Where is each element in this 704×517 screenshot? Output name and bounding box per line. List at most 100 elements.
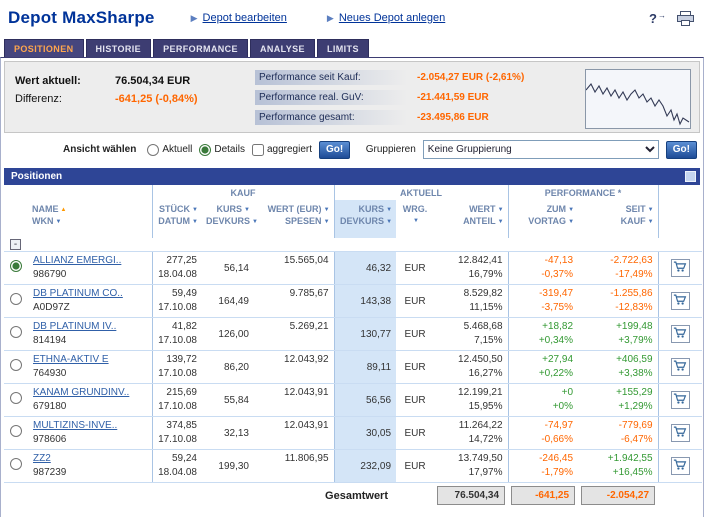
- vortag-value: +27,94: [542, 353, 574, 365]
- table-row: ETHNA-AKTIV E 764930 139,72 17.10.08 86,…: [4, 350, 703, 384]
- sort-vortag-header[interactable]: VORTAG: [513, 216, 575, 228]
- tab-historie[interactable]: HISTORIE: [85, 39, 152, 57]
- sort-kurs-kauf-header[interactable]: KURS: [206, 204, 250, 216]
- currency-value: EUR: [404, 361, 426, 373]
- sort-anteil-header[interactable]: ANTEIL: [438, 216, 504, 228]
- seit-kauf-value: +199,48: [616, 320, 653, 332]
- positions-table: KAUF AKTUELL PERFORMANCE * NAME WKN STÜC…: [4, 185, 703, 509]
- gruppieren-select[interactable]: Keine Gruppierung: [422, 140, 659, 159]
- position-name-link[interactable]: MULTIZINS-INVE..: [33, 419, 118, 431]
- seit-kauf-value: -1.255,86: [610, 287, 653, 299]
- radio-details[interactable]: [199, 143, 212, 156]
- position-wkn: A0D97Z: [33, 301, 70, 313]
- tab-positionen[interactable]: POSITIONEN: [4, 39, 84, 57]
- gruppieren-go-button[interactable]: Go!: [665, 140, 697, 159]
- aggregiert-checkbox[interactable]: [251, 143, 264, 156]
- row-select-radio[interactable]: [10, 392, 22, 404]
- sort-seit-kauf-header[interactable]: SEIT: [582, 204, 654, 216]
- cart-icon: [674, 459, 687, 470]
- print-icon[interactable]: [677, 10, 694, 26]
- tab-performance[interactable]: PERFORMANCE: [153, 39, 248, 57]
- row-select-radio[interactable]: [10, 425, 22, 437]
- currency-value: EUR: [404, 295, 426, 307]
- trade-cart-button[interactable]: [670, 259, 690, 277]
- anteil-value: 16,79%: [468, 268, 503, 280]
- sort-name-header[interactable]: NAME: [32, 204, 148, 216]
- trade-cart-button[interactable]: [670, 325, 690, 343]
- stueck-value: 59,24: [171, 452, 197, 464]
- sort-kauf2-header[interactable]: KAUF: [582, 216, 654, 228]
- performance-summary: Performance seit Kauf: -2.054,27 EUR (-2…: [255, 69, 577, 127]
- help-icon[interactable]: [649, 11, 665, 26]
- wert-aktuell-value: 5.468,68: [463, 320, 503, 332]
- seit-kauf-total: -2.054,27: [581, 486, 656, 506]
- collapse-group-button[interactable]: [10, 238, 21, 250]
- row-select-radio[interactable]: [10, 359, 22, 371]
- wert-aktuell-value: 12.450,50: [458, 353, 503, 365]
- wert-aktuell-value: 12.842,41: [458, 254, 503, 266]
- sort-wrg-icon[interactable]: [400, 215, 430, 227]
- sort-zum-vortag-header[interactable]: ZUM: [513, 204, 575, 216]
- sort-wert-eur-header[interactable]: WERT (EUR): [258, 204, 330, 216]
- position-name-link[interactable]: ALLIANZ EMERGI..: [33, 254, 122, 266]
- row-select-radio[interactable]: [10, 326, 22, 338]
- trade-cart-button[interactable]: [670, 292, 690, 310]
- trade-cart-button[interactable]: [670, 457, 690, 475]
- row-select-radio[interactable]: [10, 458, 22, 470]
- tab-analyse[interactable]: ANALYSE: [249, 39, 315, 57]
- table-row: KANAM GRUNDINV.. 679180 215,69 17.10.08 …: [4, 383, 703, 417]
- new-depot-link[interactable]: Neues Depot anlegen: [338, 12, 446, 24]
- position-name-link[interactable]: ETHNA-AKTIV E: [33, 353, 109, 365]
- sort-kurs-aktuell-header[interactable]: KURS: [339, 204, 393, 216]
- vortag-value: -47,13: [544, 254, 574, 266]
- currency-value: EUR: [404, 262, 426, 274]
- summary-values: Wert aktuell: 76.504,34 EUR Differenz: -…: [15, 69, 247, 127]
- ansicht-go-button[interactable]: Go!: [318, 140, 351, 159]
- kurs-kauf-value: 55,84: [223, 394, 249, 406]
- kurs-kauf-value: 164,49: [218, 295, 249, 307]
- trade-cart-button[interactable]: [670, 358, 690, 376]
- anteil-value: 15,95%: [468, 400, 503, 412]
- datum-value: 17.10.08: [158, 433, 197, 445]
- wert-kauf-value: 5.269,21: [289, 320, 329, 332]
- trade-cart-button[interactable]: [670, 424, 690, 442]
- vortag-percent: -0,37%: [541, 268, 574, 280]
- kurs-aktuell-value: 30,05: [365, 427, 392, 439]
- tab-limits[interactable]: LIMITS: [316, 39, 369, 57]
- currency-value: EUR: [404, 328, 426, 340]
- edit-depot-link[interactable]: Depot bearbeiten: [202, 12, 287, 24]
- sort-devkurs-aktuell-header[interactable]: DEVKURS: [339, 216, 393, 228]
- sort-stueck-header[interactable]: STÜCK: [157, 204, 199, 216]
- kurs-kauf-value: 56,14: [223, 262, 249, 274]
- row-select-radio[interactable]: [10, 293, 22, 305]
- group-header-performance: PERFORMANCE *: [507, 185, 659, 200]
- position-name-link[interactable]: ZZ2: [33, 452, 51, 464]
- total-row: Gesamtwert 76.504,34 -641,25 -2.054,27: [4, 481, 703, 509]
- sort-devkurs-kauf-header[interactable]: DEVKURS: [206, 216, 250, 228]
- radio-aktuell[interactable]: [147, 143, 160, 156]
- seit-kauf-value: -779,69: [618, 419, 653, 431]
- position-name-link[interactable]: DB PLATINUM CO..: [33, 287, 123, 299]
- aggregiert-label: aggregiert: [266, 144, 312, 155]
- trade-cart-button[interactable]: [670, 391, 690, 409]
- position-name-link[interactable]: DB PLATINUM IV..: [33, 320, 117, 332]
- sort-wkn-header[interactable]: WKN: [32, 216, 148, 228]
- sort-datum-header[interactable]: DATUM: [157, 216, 199, 228]
- gesamtwert-label: Gesamtwert: [4, 481, 397, 509]
- position-name-link[interactable]: KANAM GRUNDINV..: [33, 386, 130, 398]
- wrg-header[interactable]: WRG.: [402, 204, 428, 214]
- stueck-value: 374,85: [166, 419, 197, 431]
- collapse-panel-button[interactable]: [685, 171, 696, 182]
- cart-icon: [674, 294, 687, 305]
- seit-kauf-percent: +3,79%: [618, 334, 653, 346]
- row-select-radio[interactable]: [10, 260, 22, 272]
- sort-spesen-header[interactable]: SPESEN: [258, 216, 330, 228]
- differenz-label: Differenz:: [15, 93, 62, 105]
- perf-gesamt-value: -23.495,86 EUR: [417, 112, 489, 123]
- datum-value: 17.10.08: [158, 400, 197, 412]
- anteil-value: 16,27%: [468, 367, 503, 379]
- sort-wert-aktuell-header[interactable]: WERT: [438, 204, 504, 216]
- seit-kauf-value: -2.722,63: [610, 254, 653, 266]
- table-row: ZZ2 987239 59,24 18.04.08 199,30 11.806,…: [4, 449, 703, 483]
